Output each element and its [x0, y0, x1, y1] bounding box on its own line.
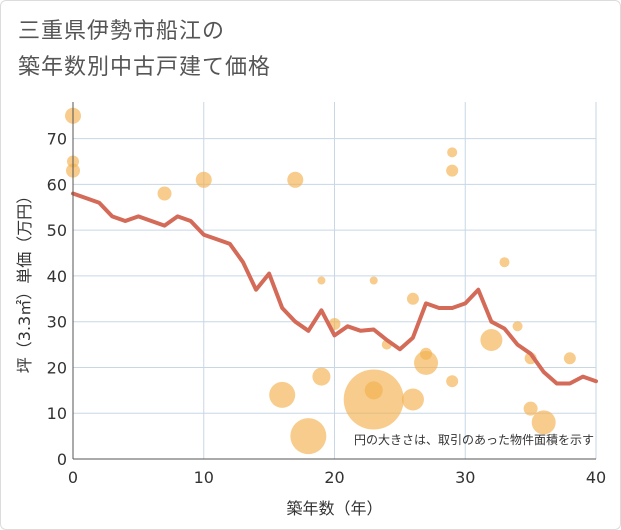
bubble-point — [401, 388, 424, 411]
tick-labels: 0 10 20 30 40 0 10 20 30 40 50 60 70 — [47, 130, 607, 487]
bubble-size-note: 円の大きさは、取引のあった物件面積を示す — [354, 432, 594, 447]
y-tick-label: 60 — [47, 175, 67, 194]
bubble-point — [287, 171, 304, 188]
bubble-point — [343, 369, 404, 430]
bubble-point — [195, 171, 212, 188]
bubble-point — [364, 381, 383, 400]
x-axis-label: 築年数（年） — [286, 499, 382, 518]
x-tick-label: 40 — [586, 468, 606, 487]
chart-title-line1: 三重県伊勢市船江の — [18, 19, 226, 44]
x-tick-label: 10 — [194, 468, 214, 487]
y-tick-label: 30 — [47, 313, 67, 332]
bubble-point — [420, 347, 433, 360]
bubble-point — [269, 381, 296, 408]
bubble-point — [317, 276, 326, 285]
bubble-point — [446, 375, 459, 388]
bubble-point — [499, 257, 510, 268]
x-tick-label: 0 — [68, 468, 78, 487]
bubble-point — [563, 352, 576, 365]
bubble-point — [480, 329, 503, 351]
y-tick-label: 40 — [47, 267, 67, 286]
bubble-point — [290, 418, 327, 455]
bubble-point — [447, 147, 458, 158]
chart-title-line2: 築年数別中古戸建て価格 — [18, 55, 272, 80]
y-tick-label: 0 — [57, 450, 67, 469]
bubble-series — [65, 107, 576, 455]
y-tick-label: 70 — [47, 130, 67, 149]
avg-price-line — [71, 191, 598, 386]
bubble-point — [406, 292, 419, 305]
x-tick-label: 30 — [455, 468, 475, 487]
axes — [72, 102, 596, 460]
bubble-point — [369, 276, 378, 285]
bubble-point — [523, 401, 538, 416]
bubble-point — [414, 350, 439, 375]
price-line-series — [71, 191, 598, 386]
bubble-point — [446, 164, 459, 177]
y-axis-label: 坪（3.3㎡）単価（万円） — [15, 188, 34, 373]
bubble-point — [157, 186, 172, 201]
bubble-point — [512, 321, 523, 332]
y-tick-label: 10 — [47, 404, 67, 423]
y-tick-label: 20 — [47, 358, 67, 377]
y-tick-label: 50 — [47, 221, 67, 240]
grid — [72, 102, 597, 460]
x-tick-label: 20 — [324, 468, 344, 487]
bubble-point — [312, 367, 331, 386]
chart-title: 三重県伊勢市船江の 築年数別中古戸建て価格 — [18, 14, 418, 86]
bubble-point — [531, 410, 556, 435]
